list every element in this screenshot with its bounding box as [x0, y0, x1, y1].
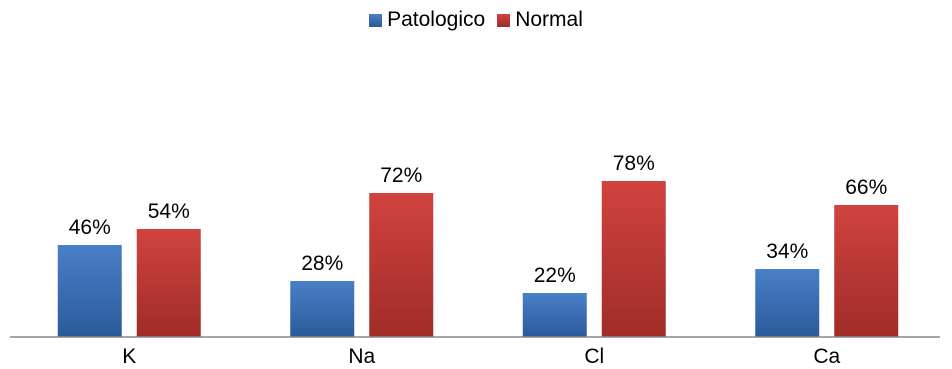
bar-patologico-k: [58, 245, 122, 337]
x-tick-label-ca: Ca: [813, 345, 840, 368]
data-label-patologico-k: 46%: [69, 216, 111, 239]
bar-patologico-na: [290, 281, 354, 337]
bar-patologico-cl: [523, 293, 587, 337]
data-label-patologico-cl: 22%: [534, 264, 576, 287]
data-label-normal-ca: 66%: [845, 176, 887, 199]
data-label-patologico-na: 28%: [301, 252, 343, 275]
bar-patologico-ca: [755, 269, 819, 337]
bar-normal-ca: [834, 205, 898, 337]
data-label-normal-cl: 78%: [613, 152, 655, 175]
x-tick-label-k: K: [122, 345, 136, 368]
bar-normal-cl: [602, 181, 666, 337]
bar-normal-na: [369, 193, 433, 337]
data-label-normal-k: 54%: [148, 200, 190, 223]
x-tick-label-na: Na: [348, 345, 375, 368]
x-tick-label-cl: Cl: [584, 345, 604, 368]
data-label-patologico-ca: 34%: [766, 240, 808, 263]
x-tick-labels-group: K Na Cl Ca: [122, 345, 840, 368]
bar-normal-k: [137, 229, 201, 337]
data-label-normal-na: 72%: [380, 164, 422, 187]
